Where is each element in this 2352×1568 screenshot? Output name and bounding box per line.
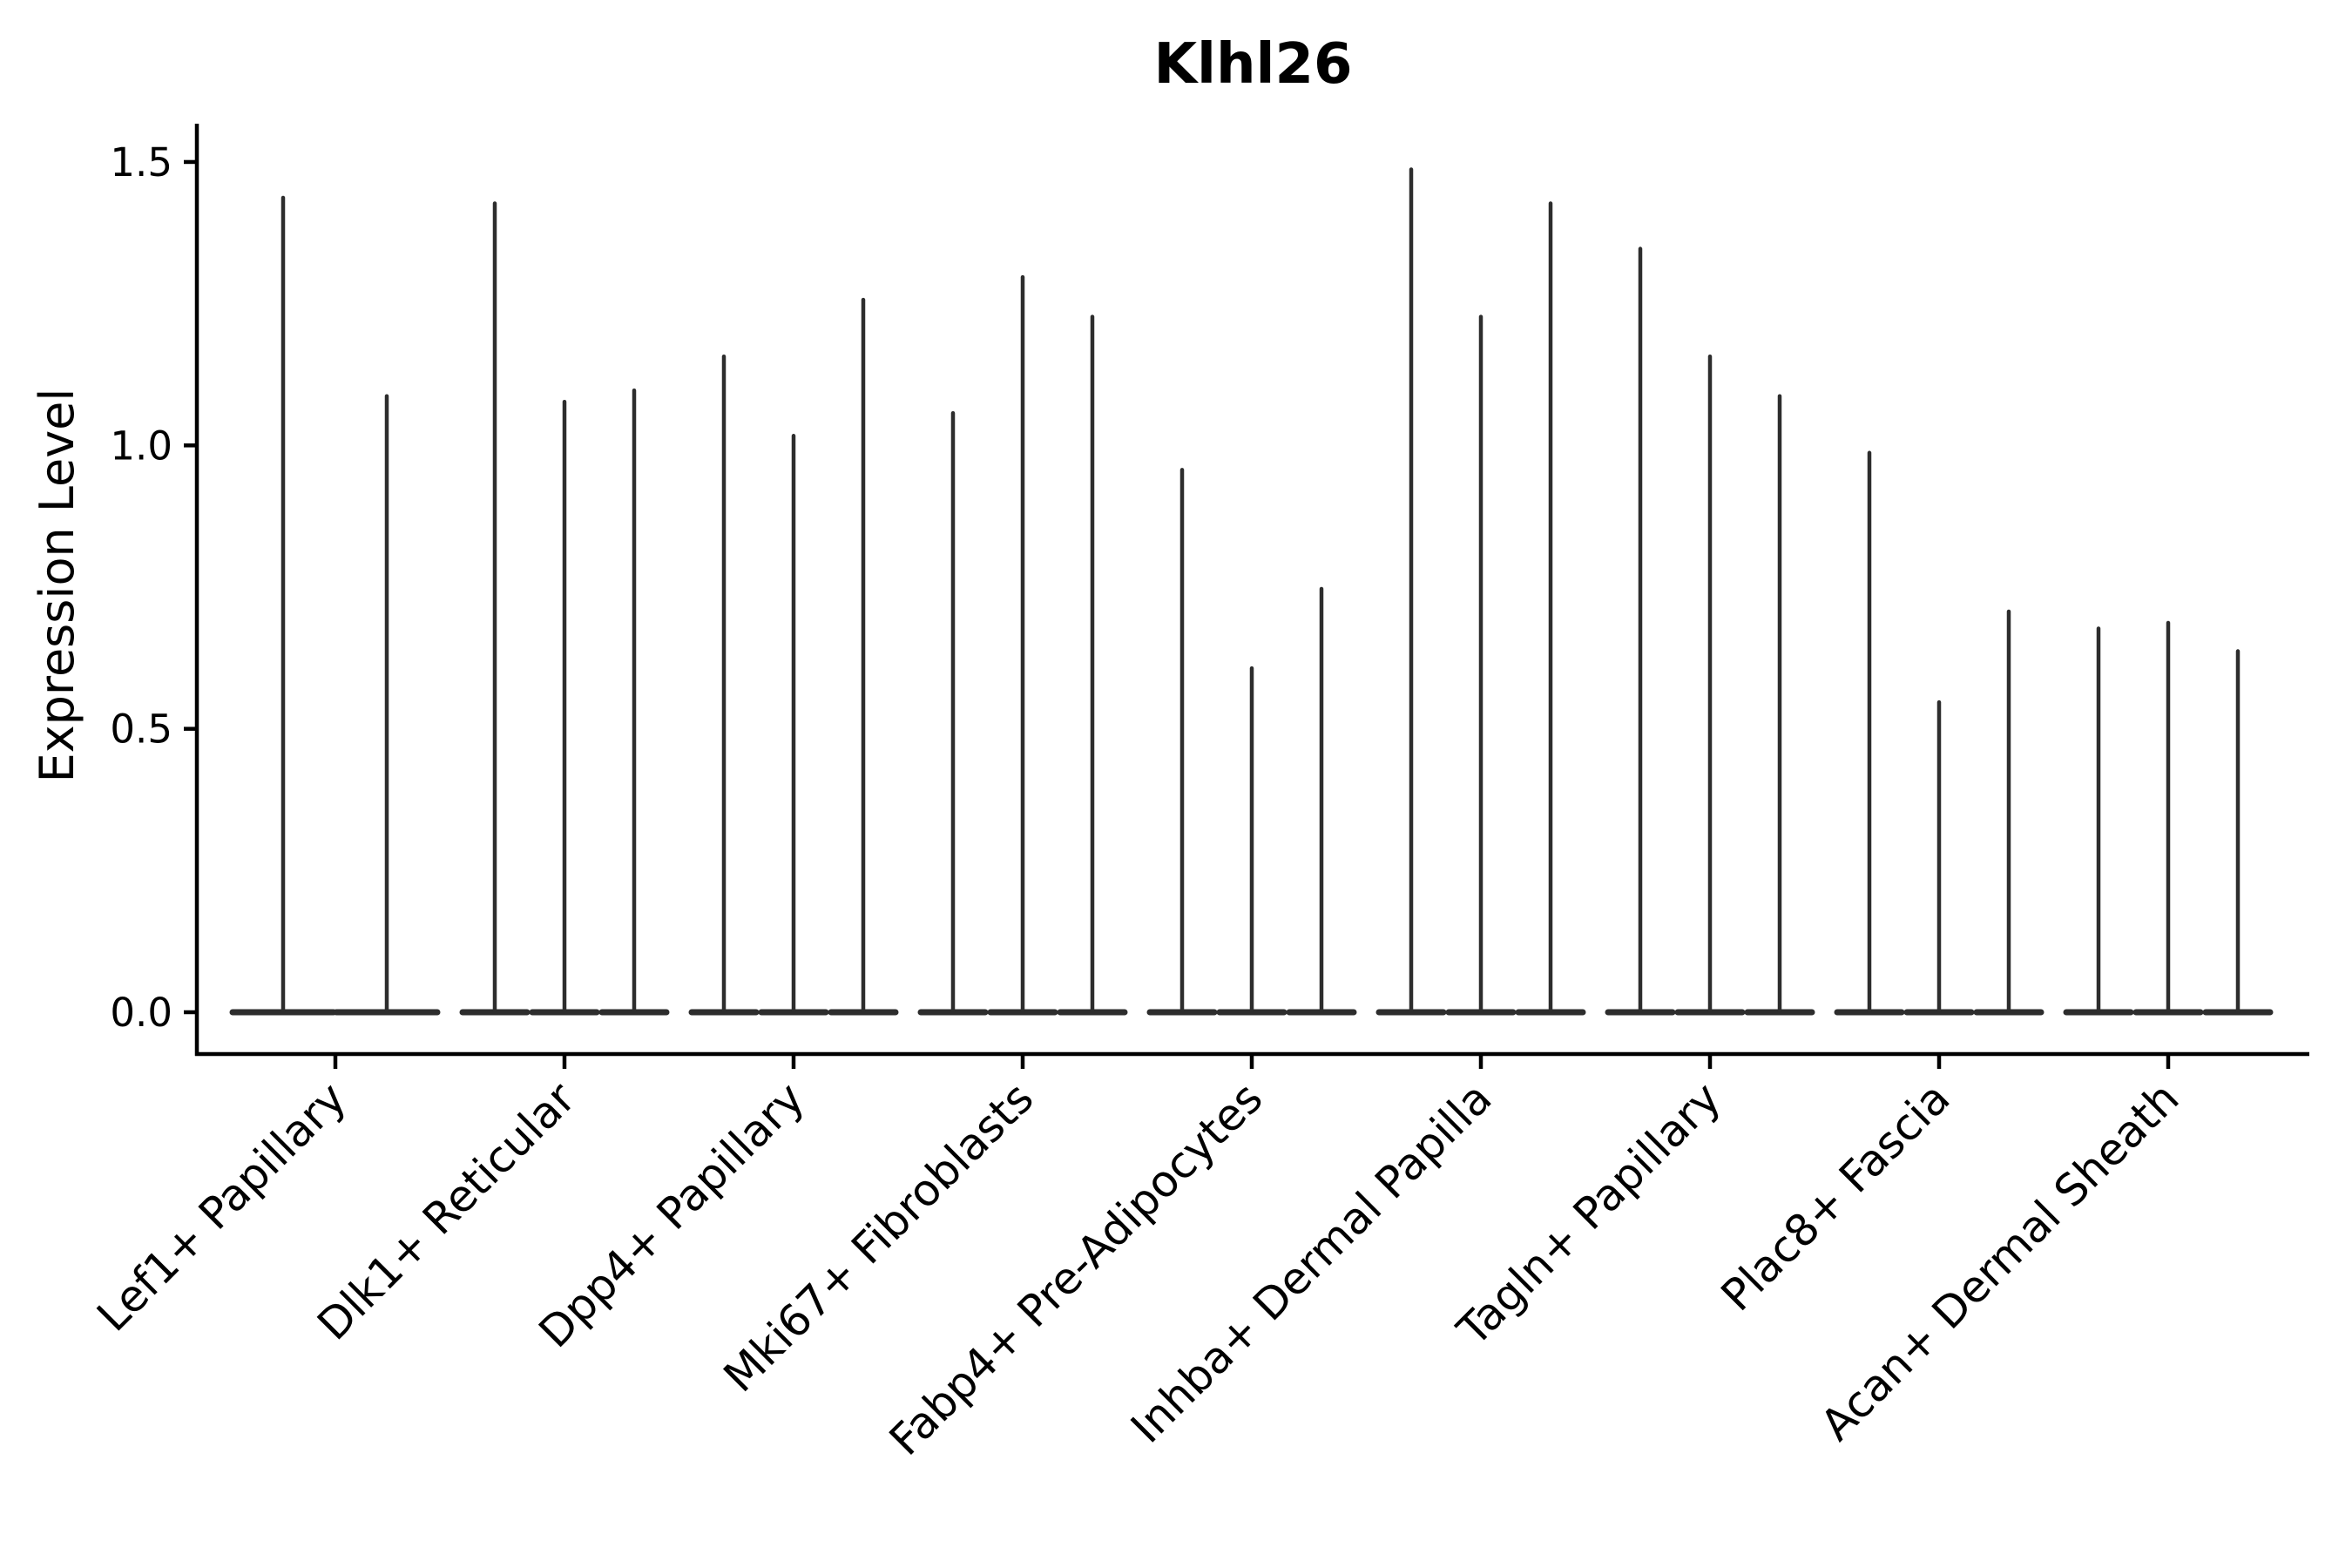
x-category-label: Lef1+ Papillary — [87, 1072, 355, 1341]
y-tick-label: 1.0 — [110, 422, 172, 469]
x-category-label: Plac8+ Fascia — [1712, 1072, 1960, 1321]
y-tick-label: 1.5 — [110, 139, 172, 186]
x-category-label: Fabp4+ Pre-Adipocytes — [880, 1072, 1273, 1465]
y-tick-label: 0.0 — [110, 990, 172, 1036]
y-tick-label: 0.5 — [110, 706, 172, 753]
chart-title: Klhl26 — [1153, 32, 1353, 97]
